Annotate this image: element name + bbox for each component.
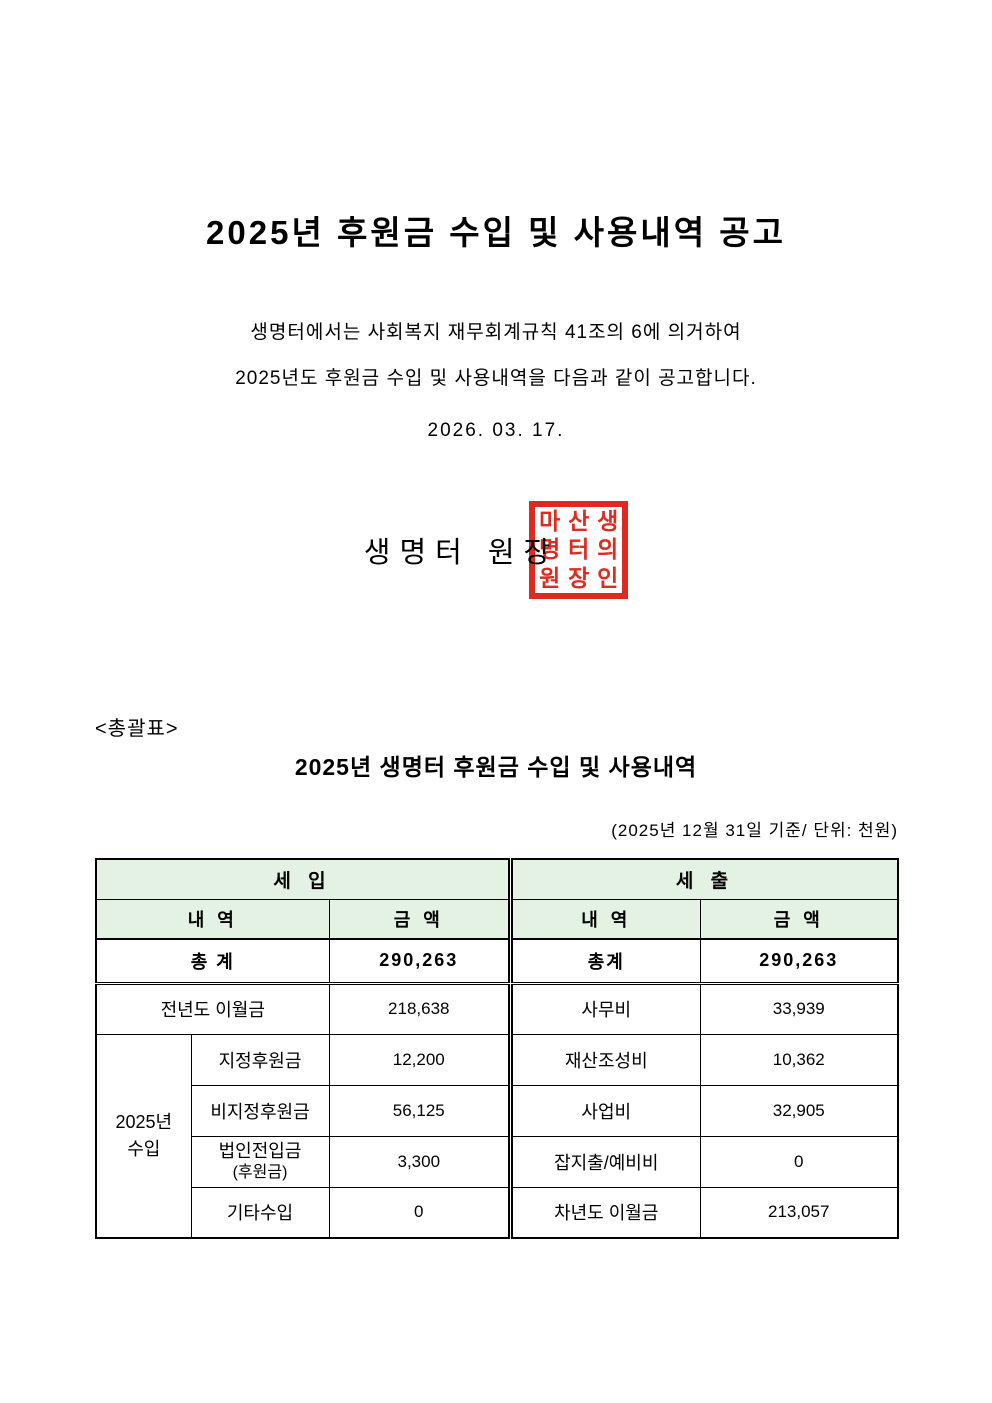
announcement-body: 생명터에서는 사회복지 재무회계규칙 41조의 6에 의거하여 2025년도 후… <box>0 310 992 402</box>
group-label-line1: 2025년 <box>115 1111 173 1132</box>
expense-total-label: 총계 <box>511 938 701 985</box>
seal-char: 산 <box>568 507 590 534</box>
revenue-group-row: 법인전입금 (후원금) 3,300 <box>96 1135 510 1188</box>
seal-char: 마 <box>539 507 561 534</box>
row-label-main: 법인전입금 <box>218 1140 302 1161</box>
table-row: 세 출 <box>511 858 899 900</box>
expense-row: 사무비 33,939 <box>511 982 899 1035</box>
seal-char: 원 <box>539 565 561 592</box>
table-row: 세 입 <box>95 858 510 900</box>
expense-row: 차년도 이월금 213,057 <box>511 1186 899 1239</box>
revenue-carryover-row: 전년도 이월금 218,638 <box>95 982 510 1035</box>
expense-row-amount: 0 <box>699 1135 899 1188</box>
revenue-group-row: 비지정후원금 56,125 <box>96 1084 510 1137</box>
table-row: 내 역 금 액 <box>511 898 899 940</box>
seal-char: 터 <box>568 536 590 563</box>
expense-row: 재산조성비 10,362 <box>511 1033 899 1086</box>
revenue-row-amount: 0 <box>328 1186 510 1239</box>
expense-row-amount: 10,362 <box>699 1033 899 1086</box>
table-title: 2025년 생명터 후원금 수입 및 사용내역 <box>294 754 698 780</box>
revenue-col-detail: 내 역 <box>95 898 330 940</box>
signer-title: 생명터 원장 <box>363 537 560 569</box>
expense-col-detail: 내 역 <box>511 898 701 940</box>
announcement-date: 2026. 03. 17. <box>427 420 565 441</box>
expense-row-label: 사업비 <box>511 1084 701 1137</box>
body-line-2: 2025년도 후원금 수입 및 사용내역을 다음과 같이 공고합니다. <box>235 368 757 389</box>
revenue-col-amount: 금 액 <box>328 898 510 940</box>
expense-row: 사업비 32,905 <box>511 1084 899 1137</box>
revenue-row-label: 비지정후원금 <box>190 1084 330 1137</box>
revenue-row-amount: 3,300 <box>328 1135 510 1188</box>
body-line-1: 생명터에서는 사회복지 재무회계규칙 41조의 6에 의거하여 <box>250 322 742 343</box>
official-seal-stamp: 마 산 생 명 터 의 원 장 인 <box>529 501 629 599</box>
table-row: 내 역 금 액 <box>95 898 510 940</box>
signature-block: 생명터 원장 마 산 생 명 터 의 원 장 인 <box>0 490 992 610</box>
seal-char: 생 <box>597 507 619 534</box>
expense-col-amount: 금 액 <box>699 898 899 940</box>
revenue-total-row: 총 계 290,263 <box>95 938 510 985</box>
seal-char: 명 <box>539 536 561 563</box>
revenue-group-row: 2025년 수입 지정후원금 12,200 <box>95 1033 510 1239</box>
expense-row-amount: 32,905 <box>699 1084 899 1137</box>
revenue-group-label: 2025년 수입 <box>95 1033 192 1239</box>
expense-row-amount: 213,057 <box>699 1186 899 1239</box>
seal-char: 인 <box>597 565 619 592</box>
expense-table: 세 출 내 역 금 액 총계 290,263 사무비 33,939 재산조성비 … <box>511 858 899 1239</box>
summary-tables: 세 입 내 역 금 액 총 계 290,263 전년도 이월금 218,638 … <box>95 858 899 1239</box>
table-note: (2025년 12월 31일 기준/ 단위: 천원) <box>611 821 898 840</box>
revenue-row-label: 전년도 이월금 <box>95 982 330 1035</box>
expense-header: 세 출 <box>511 858 899 900</box>
expense-row-amount: 33,939 <box>699 982 899 1035</box>
revenue-row-amount: 218,638 <box>328 982 510 1035</box>
page-title: 2025년 후원금 수입 및 사용내역 공고 <box>206 214 786 251</box>
revenue-row-label: 지정후원금 <box>190 1033 330 1086</box>
group-label-line2: 수입 <box>127 1138 161 1159</box>
row-label-sub: (후원금) <box>232 1163 288 1181</box>
expense-total-amount: 290,263 <box>699 938 899 985</box>
revenue-row-amount: 56,125 <box>328 1084 510 1137</box>
revenue-total-amount: 290,263 <box>328 938 510 985</box>
revenue-total-label: 총 계 <box>95 938 330 985</box>
revenue-row-label: 기타수입 <box>190 1186 330 1239</box>
revenue-table: 세 입 내 역 금 액 총 계 290,263 전년도 이월금 218,638 … <box>95 858 511 1239</box>
expense-row-label: 재산조성비 <box>511 1033 701 1086</box>
revenue-header: 세 입 <box>95 858 510 900</box>
expense-total-row: 총계 290,263 <box>511 938 899 985</box>
expense-row-label: 잡지출/예비비 <box>511 1135 701 1188</box>
seal-char: 장 <box>568 565 590 592</box>
seal-char: 의 <box>597 536 619 563</box>
expense-row-label: 사무비 <box>511 982 701 1035</box>
revenue-group-row: 기타수입 0 <box>96 1186 510 1239</box>
expense-row: 잡지출/예비비 0 <box>511 1135 899 1188</box>
revenue-row-label: 법인전입금 (후원금) <box>190 1135 330 1188</box>
expense-row-label: 차년도 이월금 <box>511 1186 701 1239</box>
section-label-overview: <총괄표> <box>95 718 179 740</box>
revenue-row-amount: 12,200 <box>328 1033 510 1086</box>
